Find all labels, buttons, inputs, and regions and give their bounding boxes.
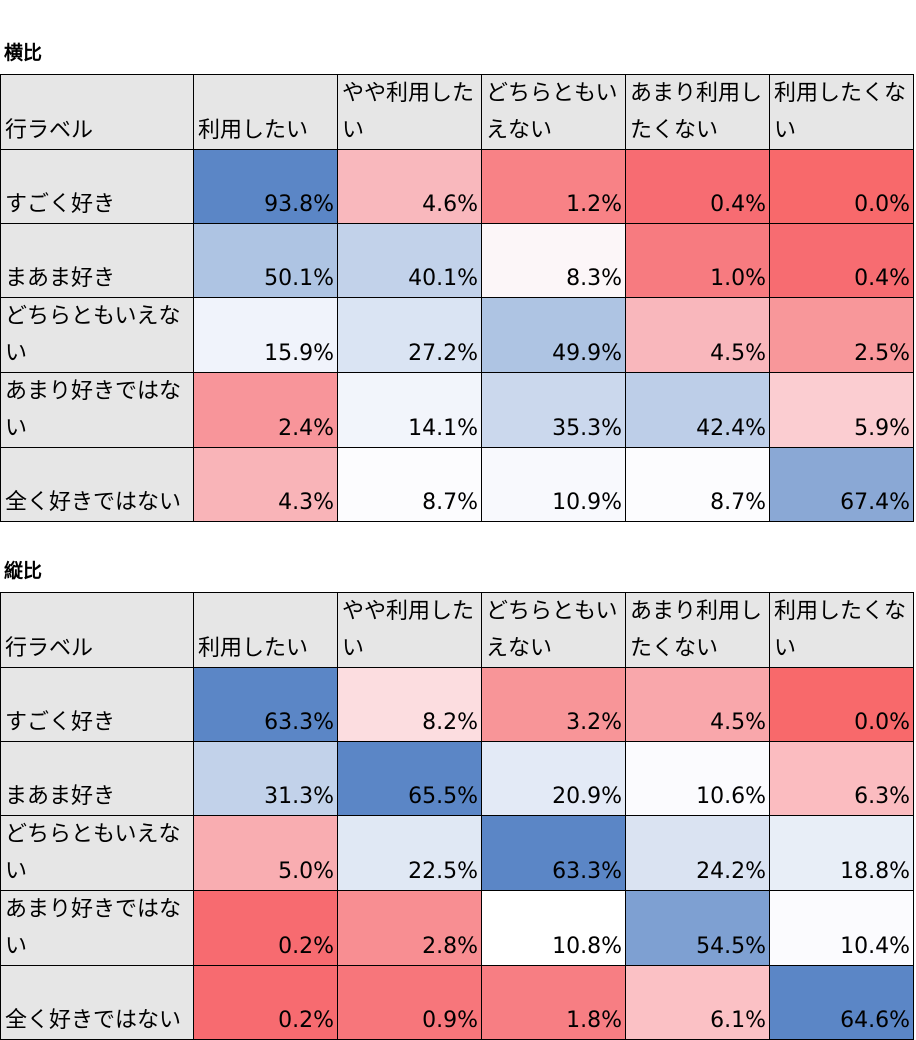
value-cell: 0.0% — [769, 667, 914, 742]
value-cell: 50.1% — [193, 223, 338, 298]
value-cell: 2.4% — [193, 372, 338, 448]
pivot-table-vertical-ratio: 行ラベル 利用したい やや利用したい どちらともいえない あまり利用したくない 利用したく… — [0, 592, 914, 1040]
table-row: まあま好き 50.1% 40.1% 8.3% 1.0% 0.4% — [0, 223, 914, 298]
column-header: やや利用したい — [337, 74, 482, 150]
value-cell: 4.5% — [625, 297, 770, 373]
row-label: どちらともいえない — [0, 297, 194, 373]
column-header: 利用したくない — [769, 592, 914, 668]
value-cell: 10.8% — [481, 890, 626, 966]
row-label: あまり好きではない — [0, 890, 194, 966]
value-cell: 14.1% — [337, 372, 482, 448]
column-header: 利用したい — [193, 74, 338, 150]
row-label: 全く好きではない — [0, 965, 194, 1040]
corner-header-row-label: 行ラベル — [0, 592, 194, 668]
table-row: 全く好きではない 4.3% 8.7% 10.9% 8.7% 67.4% — [0, 447, 914, 522]
value-cell: 8.2% — [337, 667, 482, 742]
row-label: すごく好き — [0, 149, 194, 224]
value-cell: 6.3% — [769, 741, 914, 816]
value-cell: 24.2% — [625, 815, 770, 891]
value-cell: 2.5% — [769, 297, 914, 373]
section-title-horizontal-ratio: 横比 — [4, 42, 43, 64]
table-row: 全く好きではない 0.2% 0.9% 1.8% 6.1% 64.6% — [0, 965, 914, 1040]
row-label: どちらともいえない — [0, 815, 194, 891]
header-row: 行ラベル 利用したい やや利用したい どちらともいえない あまり利用したくない 利用したく… — [0, 592, 914, 668]
value-cell: 35.3% — [481, 372, 626, 448]
value-cell: 20.9% — [481, 741, 626, 816]
corner-header-row-label: 行ラベル — [0, 74, 194, 150]
column-header: 利用したい — [193, 592, 338, 668]
row-label: あまり好きではない — [0, 372, 194, 448]
table-row: あまり好きではない 0.2% 2.8% 10.8% 54.5% 10.4% — [0, 890, 914, 966]
value-cell: 0.2% — [193, 890, 338, 966]
value-cell: 65.5% — [337, 741, 482, 816]
value-cell: 4.3% — [193, 447, 338, 522]
value-cell: 93.8% — [193, 149, 338, 224]
value-cell: 15.9% — [193, 297, 338, 373]
row-label: 全く好きではない — [0, 447, 194, 522]
value-cell: 10.6% — [625, 741, 770, 816]
value-cell: 0.2% — [193, 965, 338, 1040]
section-title-vertical-ratio: 縦比 — [4, 560, 43, 582]
table-row: まあま好き 31.3% 65.5% 20.9% 10.6% 6.3% — [0, 741, 914, 816]
value-cell: 5.0% — [193, 815, 338, 891]
value-cell: 63.3% — [193, 667, 338, 742]
value-cell: 22.5% — [337, 815, 482, 891]
value-cell: 42.4% — [625, 372, 770, 448]
value-cell: 4.5% — [625, 667, 770, 742]
value-cell: 49.9% — [481, 297, 626, 373]
column-header: あまり利用したくない — [625, 592, 770, 668]
row-label: まあま好き — [0, 741, 194, 816]
value-cell: 0.4% — [625, 149, 770, 224]
value-cell: 31.3% — [193, 741, 338, 816]
column-header: あまり利用したくない — [625, 74, 770, 150]
header-row: 行ラベル 利用したい やや利用したい どちらともいえない あまり利用したくない 利用したく… — [0, 74, 914, 150]
value-cell: 8.3% — [481, 223, 626, 298]
value-cell: 1.0% — [625, 223, 770, 298]
table-row: すごく好き 93.8% 4.6% 1.2% 0.4% 0.0% — [0, 149, 914, 224]
value-cell: 63.3% — [481, 815, 626, 891]
table-row: すごく好き 63.3% 8.2% 3.2% 4.5% 0.0% — [0, 667, 914, 742]
value-cell: 40.1% — [337, 223, 482, 298]
value-cell: 64.6% — [769, 965, 914, 1040]
table-row: あまり好きではない 2.4% 14.1% 35.3% 42.4% 5.9% — [0, 372, 914, 448]
column-header: 利用したくない — [769, 74, 914, 150]
value-cell: 27.2% — [337, 297, 482, 373]
value-cell: 6.1% — [625, 965, 770, 1040]
value-cell: 0.4% — [769, 223, 914, 298]
column-header: やや利用したい — [337, 592, 482, 668]
value-cell: 10.9% — [481, 447, 626, 522]
row-label: まあま好き — [0, 223, 194, 298]
value-cell: 1.2% — [481, 149, 626, 224]
value-cell: 0.9% — [337, 965, 482, 1040]
value-cell: 3.2% — [481, 667, 626, 742]
value-cell: 2.8% — [337, 890, 482, 966]
value-cell: 54.5% — [625, 890, 770, 966]
pivot-table-horizontal-ratio: 行ラベル 利用したい やや利用したい どちらともいえない あまり利用したくない 利用したく… — [0, 74, 914, 522]
row-label: すごく好き — [0, 667, 194, 742]
value-cell: 8.7% — [337, 447, 482, 522]
value-cell: 67.4% — [769, 447, 914, 522]
table-row: どちらともいえない 15.9% 27.2% 49.9% 4.5% 2.5% — [0, 297, 914, 373]
value-cell: 0.0% — [769, 149, 914, 224]
value-cell: 18.8% — [769, 815, 914, 891]
table-row: どちらともいえない 5.0% 22.5% 63.3% 24.2% 18.8% — [0, 815, 914, 891]
value-cell: 8.7% — [625, 447, 770, 522]
value-cell: 5.9% — [769, 372, 914, 448]
column-header: どちらともいえない — [481, 74, 626, 150]
column-header: どちらともいえない — [481, 592, 626, 668]
value-cell: 1.8% — [481, 965, 626, 1040]
value-cell: 4.6% — [337, 149, 482, 224]
value-cell: 10.4% — [769, 890, 914, 966]
